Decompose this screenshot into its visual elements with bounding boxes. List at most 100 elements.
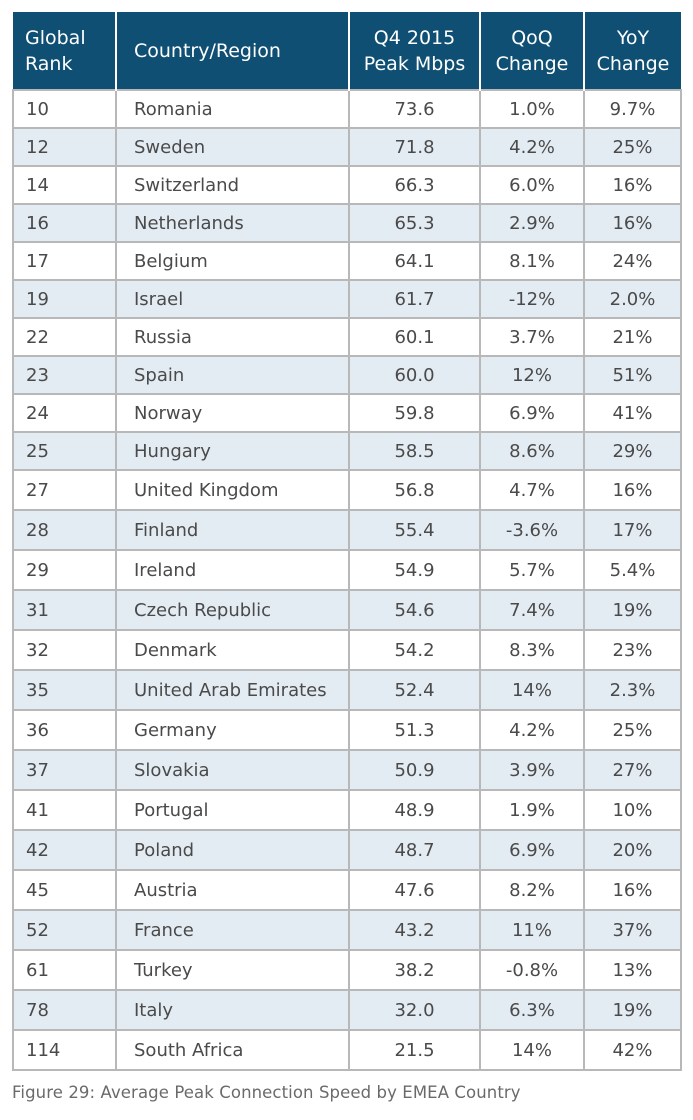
cell-qoq: 6.9% bbox=[479, 829, 585, 871]
cell-peak: 73.6 bbox=[348, 89, 481, 129]
table-row: 17 Belgium 64.1 8.1% 24% bbox=[12, 241, 682, 281]
cell-rank: 45 bbox=[12, 869, 117, 911]
cell-yoy: 29% bbox=[583, 431, 682, 471]
cell-rank: 78 bbox=[12, 989, 117, 1031]
cell-yoy: 51% bbox=[583, 355, 682, 395]
header-global-rank-line-1: Global bbox=[25, 26, 86, 49]
cell-rank: 114 bbox=[12, 1029, 117, 1071]
header-yoy-change-line-2: Change bbox=[596, 52, 670, 75]
table-row: 24 Norway 59.8 6.9% 41% bbox=[12, 393, 682, 433]
table-row: 36 Germany 51.3 4.2% 25% bbox=[12, 709, 682, 751]
table-row: 41 Portugal 48.9 1.9% 10% bbox=[12, 789, 682, 831]
cell-yoy: 25% bbox=[583, 709, 682, 751]
table-row: 61 Turkey 38.2 -0.8% 13% bbox=[12, 949, 682, 991]
cell-qoq: 8.1% bbox=[479, 241, 585, 281]
cell-peak: 47.6 bbox=[348, 869, 481, 911]
cell-country: Germany bbox=[115, 709, 350, 751]
cell-yoy: 9.7% bbox=[583, 89, 682, 129]
cell-yoy: 19% bbox=[583, 589, 682, 631]
figure-caption: Figure 29: Average Peak Connection Speed… bbox=[12, 1083, 521, 1102]
cell-country: Finland bbox=[115, 509, 350, 551]
cell-rank: 61 bbox=[12, 949, 117, 991]
cell-rank: 25 bbox=[12, 431, 117, 471]
header-peak-mbps-line-1: Q4 2015 bbox=[373, 26, 456, 49]
cell-peak: 55.4 bbox=[348, 509, 481, 551]
cell-rank: 12 bbox=[12, 127, 117, 167]
header-global-rank: Global Rank bbox=[13, 12, 116, 90]
header-yoy-change-line-1: YoY bbox=[616, 26, 650, 49]
table-row: 37 Slovakia 50.9 3.9% 27% bbox=[12, 749, 682, 791]
cell-country: Ireland bbox=[115, 549, 350, 591]
cell-rank: 23 bbox=[12, 355, 117, 395]
cell-yoy: 16% bbox=[583, 165, 682, 205]
cell-yoy: 16% bbox=[583, 203, 682, 243]
cell-qoq: 2.9% bbox=[479, 203, 585, 243]
cell-country: Austria bbox=[115, 869, 350, 911]
table-row: 25 Hungary 58.5 8.6% 29% bbox=[12, 431, 682, 471]
header-peak-mbps: Q4 2015 Peak Mbps bbox=[348, 12, 480, 90]
cell-qoq: 7.4% bbox=[479, 589, 585, 631]
cell-peak: 54.6 bbox=[348, 589, 481, 631]
table-row: 31 Czech Republic 54.6 7.4% 19% bbox=[12, 589, 682, 631]
table-row: 45 Austria 47.6 8.2% 16% bbox=[12, 869, 682, 911]
cell-yoy: 21% bbox=[583, 317, 682, 357]
cell-rank: 32 bbox=[12, 629, 117, 671]
cell-rank: 37 bbox=[12, 749, 117, 791]
cell-yoy: 2.0% bbox=[583, 279, 682, 319]
header-peak-mbps-line-2: Peak Mbps bbox=[363, 52, 466, 75]
cell-peak: 43.2 bbox=[348, 909, 481, 951]
cell-peak: 71.8 bbox=[348, 127, 481, 167]
cell-qoq: 3.9% bbox=[479, 749, 585, 791]
cell-qoq: 4.2% bbox=[479, 709, 585, 751]
table-body: 10 Romania 73.6 1.0% 9.7% 12 Sweden 71.8 4.2% 25%… bbox=[12, 89, 682, 1071]
cell-rank: 10 bbox=[12, 89, 117, 129]
cell-rank: 16 bbox=[12, 203, 117, 243]
table-row: 22 Russia 60.1 3.7% 21% bbox=[12, 317, 682, 357]
cell-country: Switzerland bbox=[115, 165, 350, 205]
cell-country: Russia bbox=[115, 317, 350, 357]
header-country-region: Country/Region bbox=[115, 12, 349, 90]
cell-rank: 42 bbox=[12, 829, 117, 871]
cell-qoq: -3.6% bbox=[479, 509, 585, 551]
cell-yoy: 5.4% bbox=[583, 549, 682, 591]
cell-rank: 35 bbox=[12, 669, 117, 711]
table-row: 114 South Africa 21.5 14% 42% bbox=[12, 1029, 682, 1071]
cell-country: Denmark bbox=[115, 629, 350, 671]
header-qoq-change: QoQ Change bbox=[479, 12, 584, 90]
cell-peak: 60.0 bbox=[348, 355, 481, 395]
cell-country: United Arab Emirates bbox=[115, 669, 350, 711]
cell-qoq: 8.2% bbox=[479, 869, 585, 911]
cell-qoq: 11% bbox=[479, 909, 585, 951]
cell-rank: 31 bbox=[12, 589, 117, 631]
cell-rank: 17 bbox=[12, 241, 117, 281]
cell-rank: 29 bbox=[12, 549, 117, 591]
cell-yoy: 10% bbox=[583, 789, 682, 831]
cell-country: Netherlands bbox=[115, 203, 350, 243]
cell-country: Portugal bbox=[115, 789, 350, 831]
cell-qoq: 4.2% bbox=[479, 127, 585, 167]
cell-peak: 58.5 bbox=[348, 431, 481, 471]
cell-rank: 27 bbox=[12, 469, 117, 511]
cell-peak: 54.9 bbox=[348, 549, 481, 591]
cell-qoq: 1.0% bbox=[479, 89, 585, 129]
table-row: 19 Israel 61.7 -12% 2.0% bbox=[12, 279, 682, 319]
cell-rank: 36 bbox=[12, 709, 117, 751]
cell-peak: 54.2 bbox=[348, 629, 481, 671]
table-row: 28 Finland 55.4 -3.6% 17% bbox=[12, 509, 682, 551]
cell-country: Czech Republic bbox=[115, 589, 350, 631]
cell-country: Belgium bbox=[115, 241, 350, 281]
cell-yoy: 23% bbox=[583, 629, 682, 671]
cell-qoq: 12% bbox=[479, 355, 585, 395]
cell-peak: 50.9 bbox=[348, 749, 481, 791]
cell-qoq: 6.3% bbox=[479, 989, 585, 1031]
table-row: 23 Spain 60.0 12% 51% bbox=[12, 355, 682, 395]
header-qoq-change-line-2: Change bbox=[495, 52, 569, 75]
cell-country: France bbox=[115, 909, 350, 951]
cell-rank: 52 bbox=[12, 909, 117, 951]
header-qoq-change-line-1: QoQ bbox=[511, 26, 553, 49]
cell-yoy: 42% bbox=[583, 1029, 682, 1071]
table-row: 10 Romania 73.6 1.0% 9.7% bbox=[12, 89, 682, 129]
cell-yoy: 24% bbox=[583, 241, 682, 281]
cell-country: Poland bbox=[115, 829, 350, 871]
cell-qoq: 1.9% bbox=[479, 789, 585, 831]
